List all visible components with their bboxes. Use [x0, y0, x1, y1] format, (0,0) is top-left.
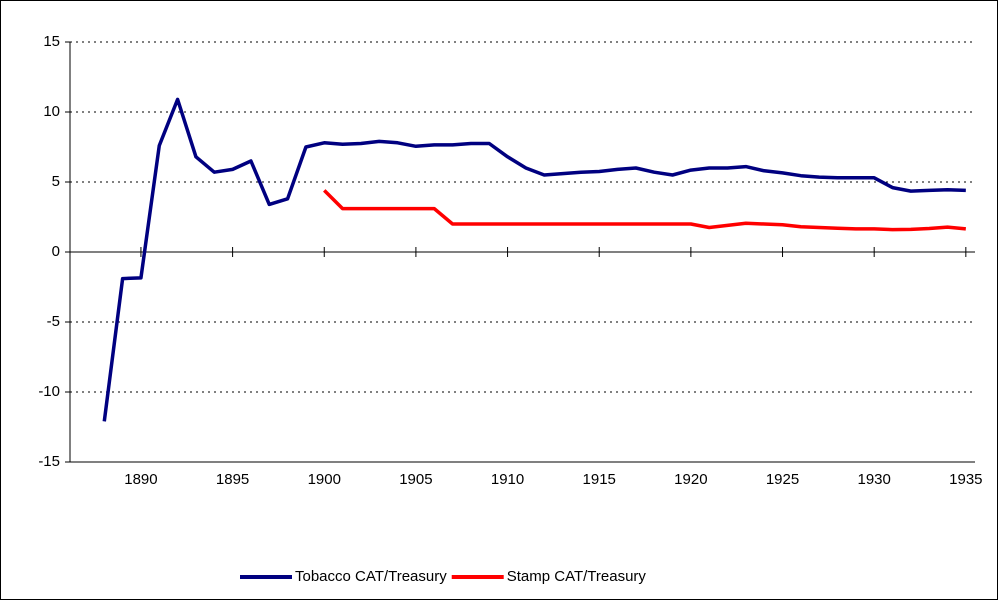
- x-tick-label: 1900: [308, 471, 341, 488]
- y-tick-label: -10: [38, 383, 60, 400]
- y-tick-label: 5: [52, 173, 60, 190]
- x-tick-label: 1920: [674, 471, 707, 488]
- x-tick-label: 1935: [949, 471, 982, 488]
- x-tick-label: 1910: [491, 471, 524, 488]
- y-tick-label: 10: [43, 103, 60, 120]
- y-tick-label: 15: [43, 33, 60, 50]
- x-tick-label: 1930: [857, 471, 890, 488]
- y-tick-label: -15: [38, 453, 60, 470]
- series-line: [102, 97, 966, 422]
- series-line: [323, 189, 967, 232]
- x-tick-label: 1895: [216, 471, 249, 488]
- legend-label: Tobacco CAT/Treasury: [295, 568, 447, 585]
- x-tick-label: 1905: [399, 471, 432, 488]
- y-tick-label: 0: [52, 243, 60, 260]
- x-tick-label: 1890: [124, 471, 157, 488]
- legend-label: Stamp CAT/Treasury: [507, 568, 647, 585]
- y-tick-label: -5: [47, 313, 60, 330]
- x-tick-label: 1915: [583, 471, 616, 488]
- x-tick-label: 1925: [766, 471, 799, 488]
